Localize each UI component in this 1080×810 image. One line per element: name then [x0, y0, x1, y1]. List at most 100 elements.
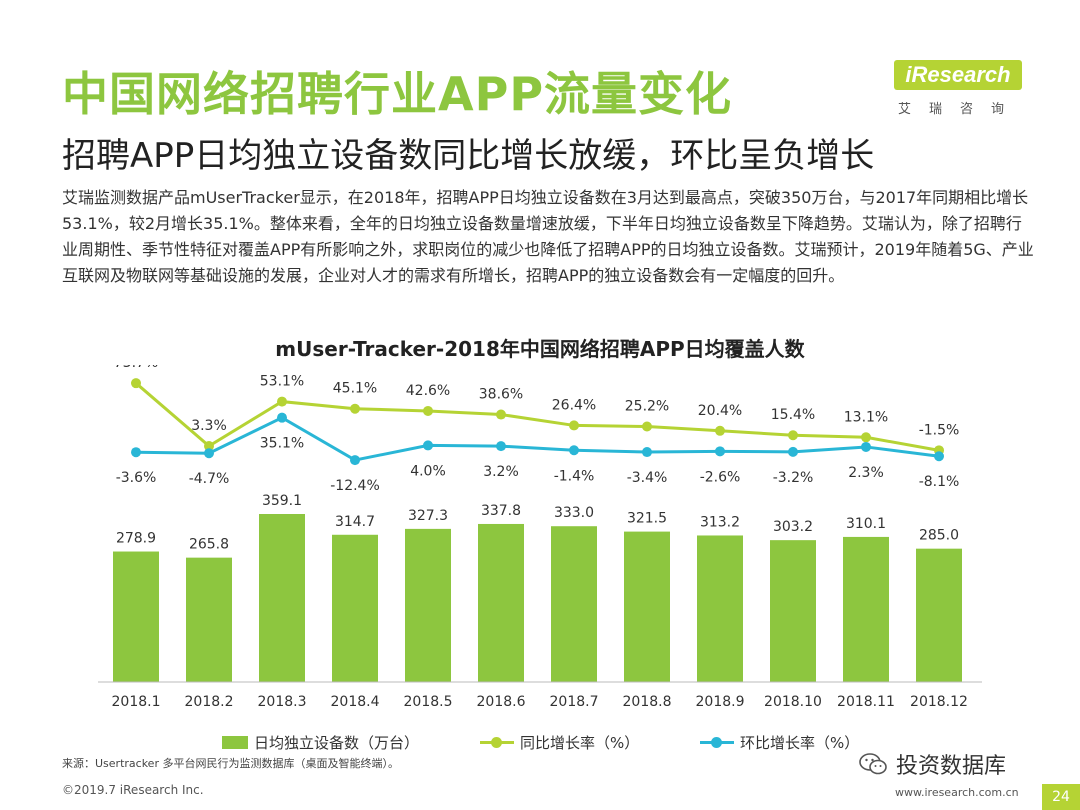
bar-value-label: 327.3 — [408, 508, 448, 524]
bar — [478, 523, 524, 682]
mom-point — [204, 448, 214, 459]
yoy-point — [788, 430, 798, 441]
mom-point — [496, 441, 506, 452]
slide-subtitle: 招聘APP日均独立设备数同比增长放缓，环比呈负增长 — [62, 136, 875, 176]
mom-value-label: -3.2% — [773, 470, 814, 486]
mom-point — [569, 445, 579, 456]
yoy-value-label: 13.1% — [844, 409, 888, 425]
bar — [259, 514, 305, 682]
bar — [770, 540, 816, 682]
mom-point — [277, 412, 287, 423]
yoy-value-label: 3.3% — [191, 418, 227, 434]
yoy-value-label: 42.6% — [406, 383, 450, 399]
x-tick-label: 2018.8 — [623, 694, 672, 710]
mom-line — [135, 415, 940, 462]
x-tick-label: 2018.4 — [331, 694, 380, 710]
yoy-value-label: 53.1% — [260, 374, 304, 390]
chart-legend: 日均独立设备数（万台） 同比增长率（%） 环比增长率（%） — [222, 732, 922, 752]
bar — [551, 526, 597, 682]
x-tick-label: 2018.2 — [185, 694, 234, 710]
bar — [113, 551, 159, 682]
bar-value-label: 285.0 — [919, 528, 959, 544]
mom-point — [934, 451, 944, 462]
yoy-value-label: 45.1% — [333, 381, 377, 397]
yoy-point — [861, 432, 871, 443]
legend-item-yoy: 同比增长率（%） — [480, 732, 639, 752]
bar — [697, 535, 743, 682]
yoy-value-label: 20.4% — [698, 403, 742, 419]
bar-value-label: 303.2 — [773, 519, 813, 535]
legend-bar-swatch — [222, 735, 248, 749]
bar-value-label: 337.8 — [481, 503, 521, 519]
bar-value-label: 278.9 — [116, 531, 156, 547]
mom-value-label: -3.4% — [627, 470, 668, 486]
mom-value-label: -3.6% — [116, 470, 157, 486]
logo-chinese: 艾瑞咨询 — [897, 102, 1022, 117]
mom-point — [423, 440, 433, 451]
yoy-point — [715, 425, 725, 436]
chart-title: mUser-Tracker-2018年中国网络招聘APP日均覆盖人数 — [275, 337, 805, 361]
mom-point — [861, 441, 871, 452]
mom-value-label: 4.0% — [410, 463, 446, 479]
body-paragraph: 艾瑞监测数据产品mUserTracker显示，在2018年，招聘APP日均独立设… — [62, 188, 1034, 285]
yoy-point — [204, 441, 214, 452]
yoy-line — [135, 382, 940, 452]
bar-value-label: 359.1 — [262, 493, 302, 509]
mom-point — [642, 447, 652, 458]
wechat-icon — [859, 753, 887, 775]
bar — [332, 534, 378, 682]
mom-point — [350, 455, 360, 466]
bar — [624, 531, 670, 682]
bar-value-label: 310.1 — [846, 516, 886, 532]
yoy-point — [131, 378, 141, 389]
mom-point — [788, 446, 798, 457]
mom-value-label: -12.4% — [330, 478, 380, 494]
page-number: 24 — [1042, 784, 1080, 810]
yoy-point — [423, 405, 433, 416]
yoy-point — [569, 420, 579, 431]
bar — [405, 528, 451, 682]
x-tick-label: 2018.6 — [477, 694, 526, 710]
mom-value-label: 3.2% — [483, 464, 519, 480]
yoy-value-label: 73.7% — [114, 365, 158, 371]
x-tick-label: 2018.11 — [837, 694, 895, 710]
legend-label-yoy: 同比增长率（%） — [520, 733, 640, 752]
x-tick-label: 2018.3 — [258, 694, 307, 710]
watermark-text: 投资数据库 — [896, 754, 1007, 779]
source-note: 来源：Usertracker 多平台网民行为监测数据库（桌面及智能终端）。 — [62, 757, 399, 770]
mom-point — [131, 447, 141, 458]
bar — [843, 536, 889, 682]
legend-label-devices: 日均独立设备数（万台） — [254, 733, 420, 752]
mom-value-label: -8.1% — [919, 474, 960, 490]
bar-value-label: 333.0 — [554, 505, 594, 521]
yoy-point — [350, 403, 360, 414]
logo-wordmark: iResearch — [894, 60, 1022, 90]
iresearch-logo: iResearch 艾瑞咨询 — [892, 60, 1022, 120]
x-tick-label: 2018.9 — [696, 694, 745, 710]
yoy-value-label: 38.6% — [479, 387, 523, 403]
yoy-value-label: 26.4% — [552, 397, 596, 413]
bar — [916, 548, 962, 682]
combo-chart: 278.9 265.8 359.1 314.7 327.3 337.8 333.0 321.5… — [98, 365, 982, 710]
bar-value-label: 313.2 — [700, 514, 740, 530]
bar — [186, 557, 232, 682]
x-tick-label: 2018.1 — [112, 694, 161, 710]
legend-label-mom: 环比增长率（%） — [740, 733, 860, 752]
yoy-value-label: 25.2% — [625, 398, 669, 414]
yoy-point — [642, 421, 652, 432]
x-tick-label: 2018.7 — [550, 694, 599, 710]
mom-point — [715, 446, 725, 457]
yoy-point — [277, 396, 287, 407]
mom-value-label: -4.7% — [189, 471, 230, 487]
legend-item-devices: 日均独立设备数（万台） — [222, 732, 419, 752]
bar-value-label: 314.7 — [335, 514, 375, 530]
mom-value-label: 2.3% — [848, 465, 884, 481]
yoy-value-label: -1.5% — [919, 422, 960, 438]
slide-title: 中国网络招聘行业APP流量变化 — [62, 67, 733, 121]
x-tick-label: 2018.10 — [764, 694, 822, 710]
mom-value-label: -1.4% — [554, 468, 595, 484]
legend-yoy-swatch — [480, 736, 514, 749]
legend-mom-swatch — [700, 736, 734, 749]
site-url[interactable]: www.iresearch.com.cn — [895, 786, 1019, 799]
yoy-value-label: 15.4% — [771, 407, 815, 423]
